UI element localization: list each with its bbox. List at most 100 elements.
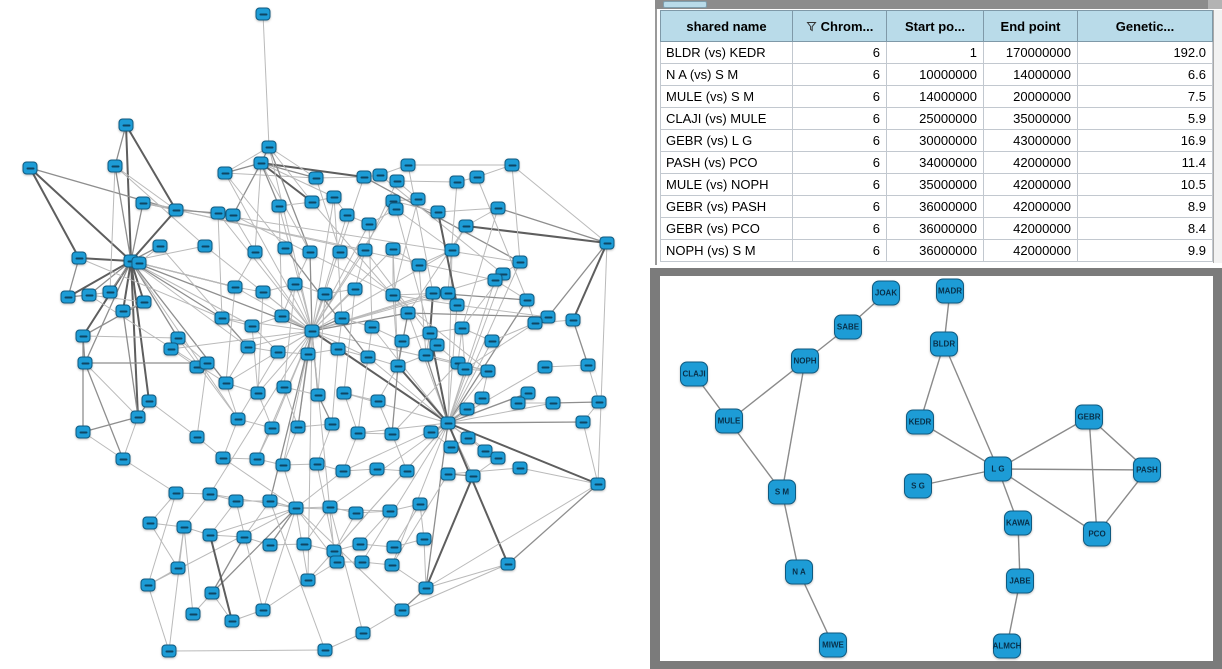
network-node[interactable] (384, 427, 400, 441)
cell-shared-name[interactable]: BLDR (vs) KEDR (660, 41, 793, 64)
network-node[interactable] (590, 477, 606, 491)
network-edge[interactable] (260, 162, 335, 198)
network-edge[interactable] (943, 343, 999, 470)
network-edge[interactable] (254, 251, 313, 332)
network-node[interactable] (357, 243, 373, 257)
network-edge[interactable] (222, 457, 297, 509)
network-node[interactable] (275, 458, 291, 472)
node-kedr[interactable]: KEDR (906, 409, 934, 435)
cell-value[interactable]: 43000000 (983, 129, 1078, 152)
network-node[interactable] (440, 467, 456, 481)
network-node[interactable] (253, 156, 269, 170)
network-edge[interactable] (461, 207, 499, 329)
network-edge[interactable] (88, 294, 145, 303)
network-node[interactable] (71, 251, 87, 265)
network-node[interactable] (288, 501, 304, 515)
node-bldr[interactable]: BLDR (930, 331, 958, 357)
network-edge[interactable] (317, 293, 326, 396)
network-edge[interactable] (363, 176, 521, 263)
network-edge[interactable] (183, 526, 194, 615)
node-pco[interactable]: PCO (1083, 521, 1111, 547)
cell-value[interactable]: 6 (792, 151, 887, 174)
network-node[interactable] (425, 286, 441, 300)
cell-shared-name[interactable]: GEBR (vs) PASH (660, 195, 793, 218)
network-node[interactable] (477, 444, 493, 458)
filter-icon[interactable] (806, 21, 817, 32)
network-node[interactable] (484, 334, 500, 348)
node-pash[interactable]: PASH (1133, 457, 1161, 483)
network-edge[interactable] (224, 172, 286, 249)
node-claji[interactable]: CLAJI (680, 361, 708, 387)
cell-value[interactable]: 30000000 (886, 129, 984, 152)
network-edge[interactable] (211, 536, 245, 594)
cell-value[interactable]: 11.4 (1077, 151, 1213, 174)
cell-value[interactable]: 5.9 (1077, 107, 1213, 130)
network-edge[interactable] (147, 492, 177, 586)
network-node[interactable] (599, 236, 615, 250)
network-node[interactable] (170, 561, 186, 575)
network-node[interactable] (217, 166, 233, 180)
network-node[interactable] (444, 243, 460, 257)
network-edge[interactable] (257, 291, 264, 394)
table-scrollbar-track[interactable] (1213, 10, 1222, 263)
cell-value[interactable]: 6 (792, 129, 887, 152)
network-node[interactable] (204, 586, 220, 600)
network-node[interactable] (418, 581, 434, 595)
cell-value[interactable]: 170000000 (983, 41, 1078, 64)
network-edge[interactable] (278, 205, 283, 317)
network-edge[interactable] (331, 348, 339, 425)
network-node[interactable] (60, 290, 76, 304)
cell-value[interactable]: 14000000 (886, 85, 984, 108)
network-node[interactable] (264, 421, 280, 435)
network-edge[interactable] (269, 500, 326, 651)
network-node[interactable] (304, 324, 320, 338)
cell-value[interactable]: 36000000 (886, 217, 984, 240)
network-edge[interactable] (425, 483, 599, 589)
network-node[interactable] (510, 396, 526, 410)
network-edge[interactable] (447, 340, 493, 424)
cell-value[interactable]: 42000000 (983, 173, 1078, 196)
network-edge[interactable] (130, 260, 179, 339)
network-node[interactable] (302, 245, 318, 259)
cell-value[interactable]: 20000000 (983, 85, 1078, 108)
network-edge[interactable] (262, 13, 270, 148)
network-node[interactable] (500, 557, 516, 571)
network-edge[interactable] (84, 362, 124, 460)
network-node[interactable] (326, 190, 342, 204)
network-node[interactable] (348, 506, 364, 520)
network-node[interactable] (300, 573, 316, 587)
network-node[interactable] (75, 425, 91, 439)
network-edge[interactable] (225, 330, 313, 384)
network-edge[interactable] (547, 242, 608, 318)
network-node[interactable] (361, 217, 377, 231)
cell-value[interactable]: 6 (792, 63, 887, 86)
network-edge[interactable] (125, 124, 132, 262)
network-node[interactable] (168, 486, 184, 500)
network-node[interactable] (249, 452, 265, 466)
network-node[interactable] (230, 412, 246, 426)
network-node[interactable] (410, 192, 426, 206)
cell-value[interactable]: 6 (792, 107, 887, 130)
network-node[interactable] (310, 388, 326, 402)
network-edge[interactable] (225, 286, 236, 384)
network-node[interactable] (412, 497, 428, 511)
network-node[interactable] (140, 578, 156, 592)
network-edge[interactable] (311, 223, 370, 332)
network-node[interactable] (469, 170, 485, 184)
network-node[interactable] (176, 520, 192, 534)
network-node[interactable] (360, 350, 376, 364)
network-node[interactable] (309, 457, 325, 471)
network-node[interactable] (335, 464, 351, 478)
table-row[interactable]: MULE (vs) S M 6 14000000 20000000 7.5 (660, 85, 1213, 108)
cell-value[interactable]: 192.0 (1077, 41, 1213, 64)
network-node[interactable] (537, 360, 553, 374)
network-edge[interactable] (138, 262, 236, 288)
network-edge[interactable] (447, 467, 521, 475)
network-node[interactable] (423, 425, 439, 439)
network-node[interactable] (287, 277, 303, 291)
network-edge[interactable] (209, 507, 297, 536)
network-edge[interactable] (29, 167, 132, 262)
column-header-end-point[interactable]: End point (983, 10, 1078, 42)
network-node[interactable] (274, 309, 290, 323)
network-node[interactable] (236, 530, 252, 544)
